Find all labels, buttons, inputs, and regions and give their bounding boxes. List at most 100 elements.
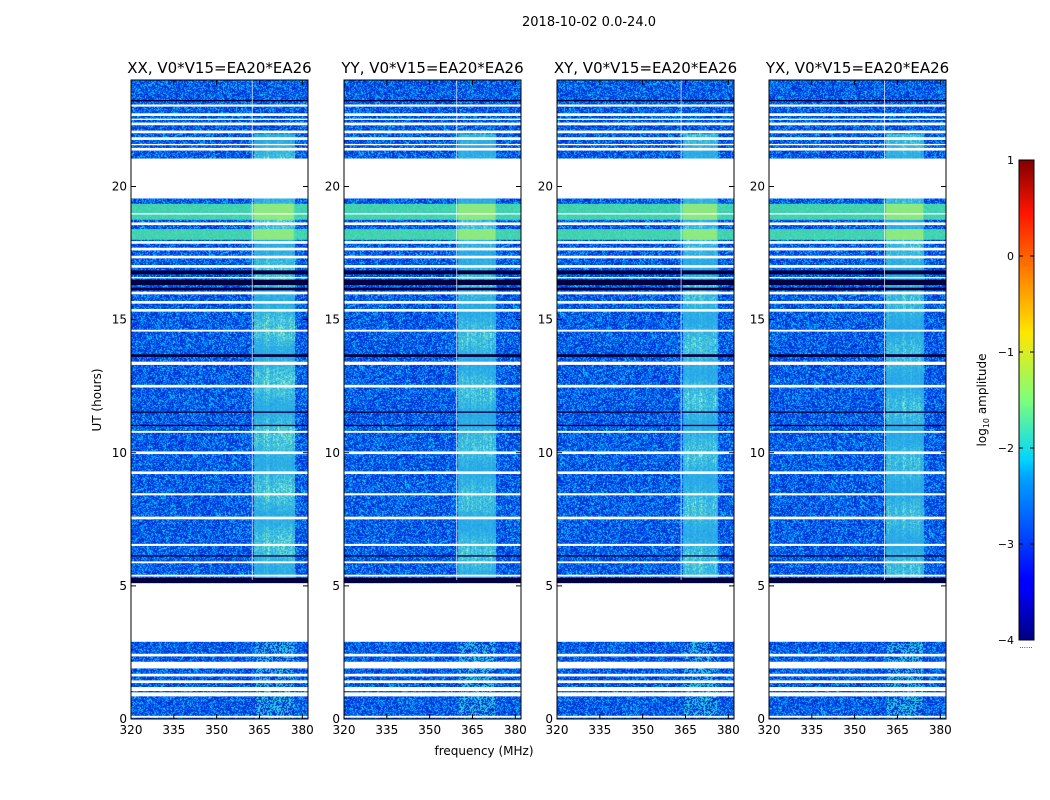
- flagged-row: [131, 222, 308, 226]
- shared-ylabel: UT (hours): [90, 368, 104, 431]
- dark-row: [131, 270, 308, 275]
- flagged-row: [557, 130, 734, 134]
- flagged-row: [769, 653, 946, 657]
- dark-row: [769, 279, 946, 286]
- flagged-row: [769, 118, 946, 120]
- flagged-row: [344, 213, 521, 215]
- flagged-row: [344, 653, 521, 657]
- colorbar-gradient: [1018, 159, 1035, 641]
- flagged-row: [557, 673, 734, 677]
- flagged-row: [344, 158, 521, 199]
- panel-frame: [343, 79, 522, 720]
- y-tick-label: 0: [119, 712, 127, 726]
- flagged-row: [131, 265, 308, 268]
- flagged-row: [769, 561, 946, 564]
- flagged-row: [131, 516, 308, 520]
- flagged-row: [344, 247, 521, 251]
- bright-band: [131, 229, 308, 240]
- flagged-row: [557, 715, 734, 718]
- dark-row: [557, 577, 734, 584]
- dark-row: [557, 279, 734, 286]
- flagged-row: [557, 384, 734, 388]
- colorbar-tick-label: 1: [1007, 154, 1014, 167]
- flagged-row: [557, 143, 734, 146]
- y-tick-label: 20: [112, 180, 127, 194]
- x-tick-label: 380: [929, 723, 952, 737]
- dark-row: [557, 270, 734, 275]
- flagged-row: [557, 493, 734, 496]
- flagged-row: [769, 213, 946, 215]
- flagged-row: [344, 130, 521, 134]
- flagged-row: [131, 361, 308, 365]
- flagged-row: [769, 543, 946, 546]
- flagged-row: [344, 451, 521, 455]
- flagged-row: [769, 300, 946, 304]
- shared-xlabel: frequency (MHz): [434, 744, 533, 758]
- flagged-row: [769, 661, 946, 669]
- colorbar-label-suffix: amplitude: [975, 354, 989, 418]
- colorbar-label-sub: 10: [982, 418, 991, 428]
- flagged-row: [344, 143, 521, 146]
- flagged-row: [131, 158, 308, 199]
- flagged-row: [131, 247, 308, 251]
- flagged-row: [131, 471, 308, 475]
- flagged-row: [769, 104, 946, 107]
- flagged-row: [769, 692, 946, 697]
- y-tick-label: 5: [119, 579, 127, 593]
- bright-band: [557, 229, 734, 240]
- dark-row: [131, 354, 308, 357]
- flagged-row: [769, 715, 946, 718]
- flagged-row: [131, 715, 308, 718]
- y-tick-label: 10: [750, 446, 765, 460]
- dark-row: [131, 279, 308, 286]
- colorbar-tick-label: −4: [998, 634, 1014, 647]
- y-tick-label: 20: [325, 180, 340, 194]
- dark-row: [769, 424, 946, 427]
- rfi-channel-line: [884, 80, 886, 580]
- flagged-row: [131, 329, 308, 332]
- panel-2: YY, V0*V15=EA20*EA26 320 335 350 365 380 0 5 10 1…: [325, 59, 527, 737]
- y-tick-label: 15: [538, 313, 553, 327]
- flagged-row: [769, 451, 946, 455]
- x-tick-label: 320: [758, 723, 781, 737]
- flagged-row: [344, 661, 521, 669]
- colorbar: −4 −3 −2 −1 0 1 log10 amplitude ......: [975, 154, 1035, 650]
- bright-band-rfi: [458, 229, 496, 240]
- flagged-row: [344, 543, 521, 546]
- dark-row: [344, 577, 521, 584]
- dark-row: [131, 577, 308, 584]
- flagged-row: [769, 147, 946, 151]
- flagged-row: [344, 118, 521, 120]
- dark-row: [131, 287, 308, 291]
- panel-title: XX, V0*V15=EA20*EA26: [127, 59, 311, 77]
- flagged-row: [344, 104, 521, 107]
- bright-band-rfi: [253, 203, 294, 220]
- flagged-row: [131, 673, 308, 677]
- rfi-channel-line: [680, 80, 682, 580]
- flagged-row: [344, 308, 521, 312]
- dark-row: [131, 424, 308, 427]
- flagged-row: [344, 291, 521, 295]
- flagged-row: [557, 680, 734, 684]
- flagged-row: [344, 277, 521, 279]
- figure-suptitle: 2018-10-02 0.0-24.0: [522, 15, 656, 30]
- x-tick-label: 380: [717, 723, 740, 737]
- dark-row: [344, 411, 521, 413]
- flagged-row: [769, 277, 946, 279]
- flagged-row: [131, 291, 308, 295]
- y-tick-label: 10: [112, 446, 127, 460]
- flagged-row: [344, 430, 521, 433]
- x-tick-label: 320: [546, 723, 569, 737]
- x-tick-label: 350: [843, 723, 866, 737]
- y-tick-label: 5: [757, 579, 765, 593]
- flagged-row: [131, 661, 308, 669]
- flagged-row: [769, 247, 946, 251]
- dark-row: [131, 99, 308, 102]
- flagged-row: [344, 329, 521, 332]
- flagged-row: [131, 384, 308, 388]
- flagged-row: [769, 308, 946, 312]
- flagged-row: [769, 384, 946, 388]
- panel-1: XX, V0*V15=EA20*EA26 320 335 350 365 380 0 5 10 1…: [112, 59, 314, 737]
- flagged-row: [557, 361, 734, 365]
